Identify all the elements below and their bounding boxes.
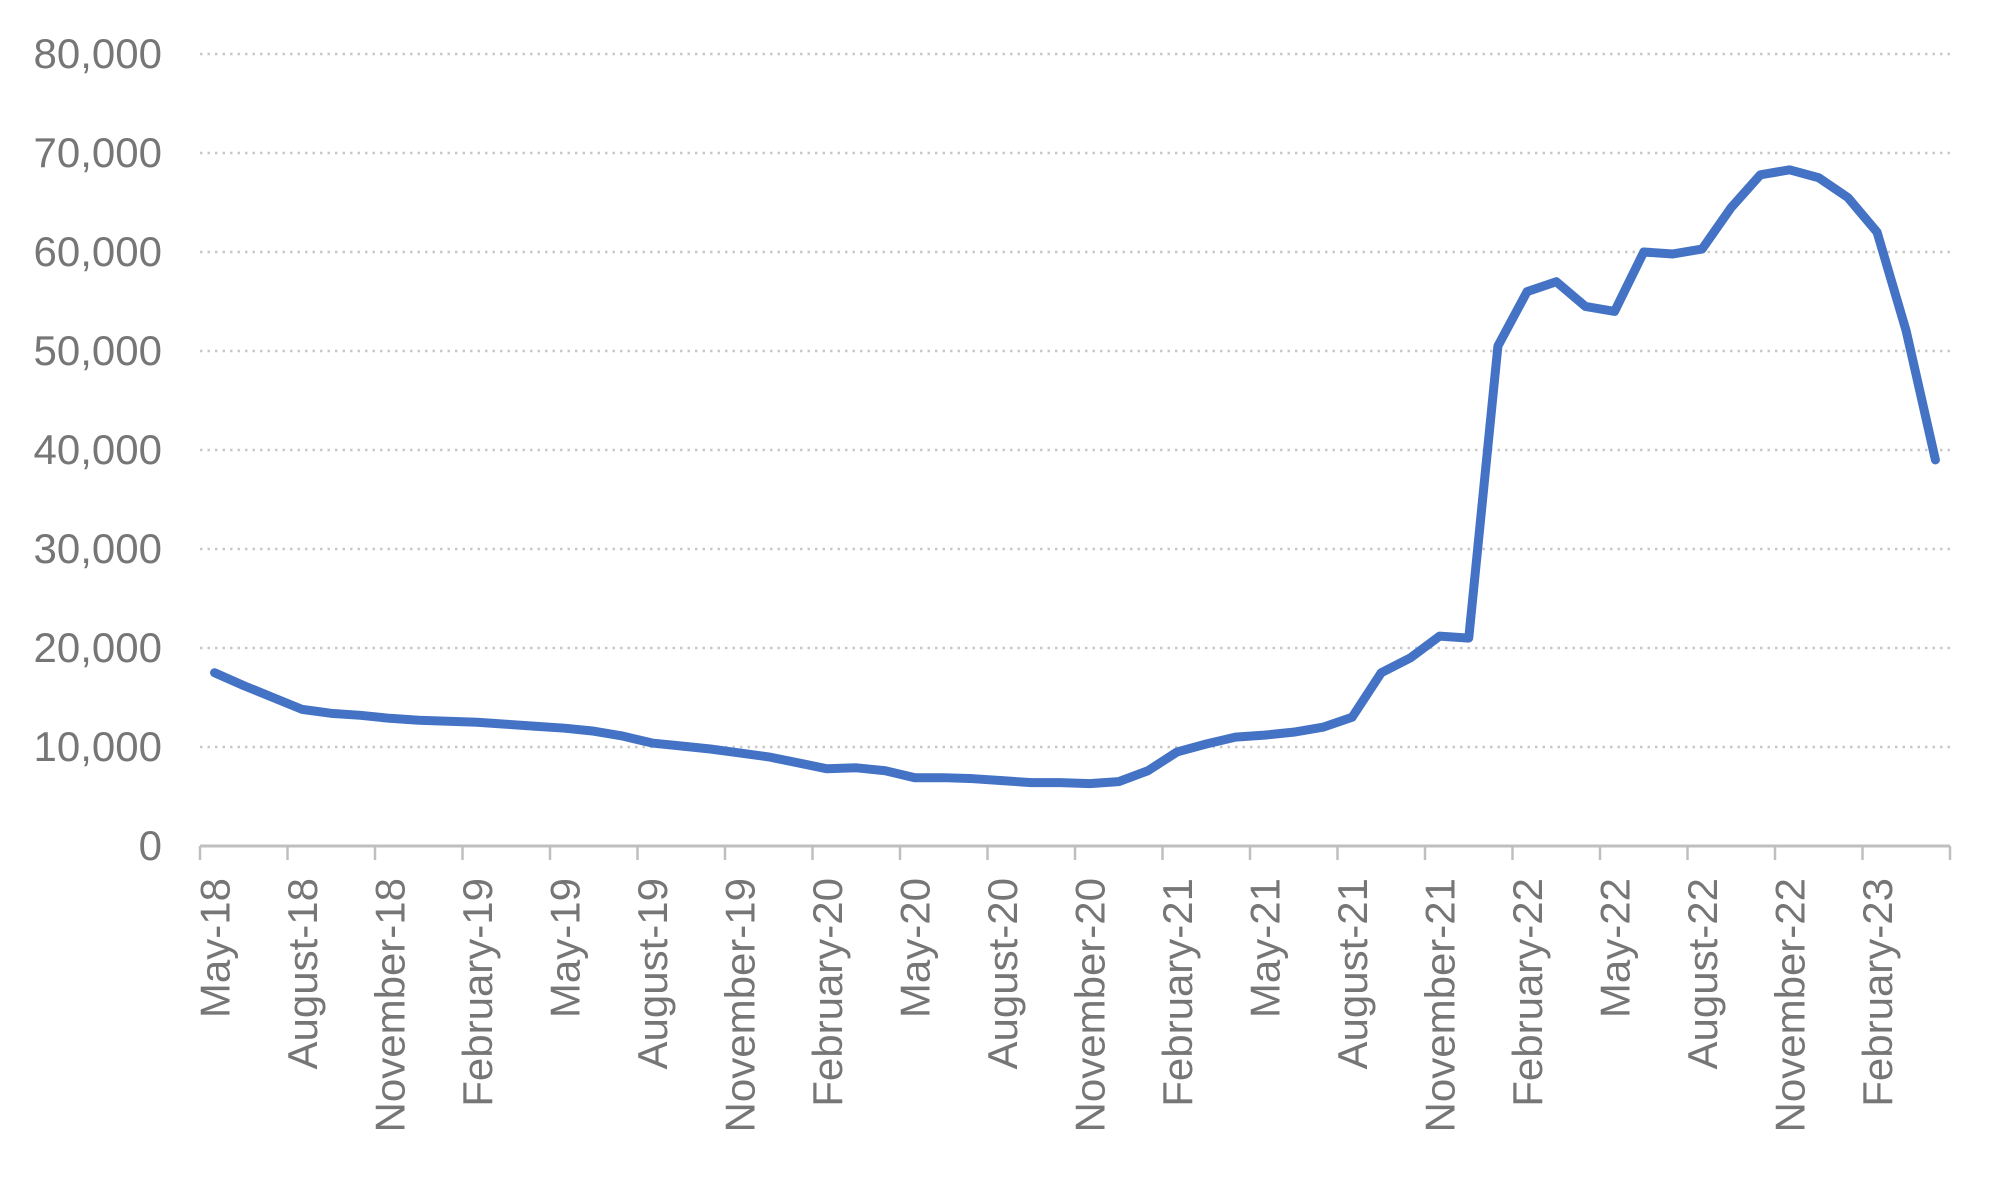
x-axis-label: February-19 <box>454 878 501 1107</box>
y-axis-label: 30,000 <box>34 525 162 572</box>
x-axis-label: August-22 <box>1679 878 1726 1069</box>
x-axis-label: May-22 <box>1592 878 1639 1018</box>
x-axis-label: May-20 <box>892 878 939 1018</box>
x-axis-label: November-19 <box>717 878 764 1132</box>
y-axis-label: 10,000 <box>34 723 162 770</box>
y-axis-label: 80,000 <box>34 30 162 77</box>
x-axis-label: February-23 <box>1854 878 1901 1107</box>
y-axis-label: 40,000 <box>34 426 162 473</box>
y-axis-label: 20,000 <box>34 624 162 671</box>
data-series-line <box>210 165 1940 789</box>
x-axis-label: February-21 <box>1154 878 1201 1107</box>
y-axis-label: 70,000 <box>34 129 162 176</box>
x-axis-label: November-21 <box>1417 878 1464 1132</box>
x-axis-label: August-21 <box>1329 878 1376 1069</box>
x-axis-label: May-19 <box>542 878 589 1018</box>
x-axis-label: August-19 <box>629 878 676 1069</box>
y-axis-label: 60,000 <box>34 228 162 275</box>
x-axis-label: May-21 <box>1242 878 1289 1018</box>
x-axis-label: November-20 <box>1067 878 1114 1132</box>
x-axis-label: August-20 <box>979 878 1026 1069</box>
y-axis-label: 50,000 <box>34 327 162 374</box>
x-axis-label: February-22 <box>1504 878 1551 1107</box>
x-axis-label: November-18 <box>367 878 414 1132</box>
y-axis-label: 0 <box>139 822 162 869</box>
x-axis-label: November-22 <box>1767 878 1814 1132</box>
x-axis-label: August-18 <box>279 878 326 1069</box>
x-axis-label: May-18 <box>192 878 239 1018</box>
x-axis-label: February-20 <box>804 878 851 1107</box>
